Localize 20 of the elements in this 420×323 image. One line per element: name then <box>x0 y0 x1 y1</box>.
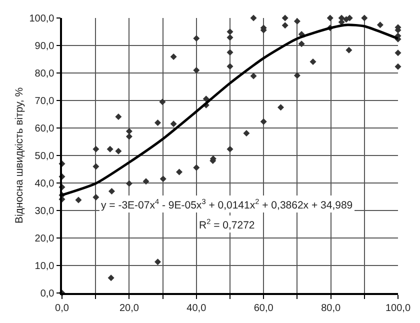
y-tick-label: 20,0 <box>34 234 55 244</box>
annotation: R$^{2}$ = 0,7272 <box>199 217 255 232</box>
x-tick-label: 80,0 <box>321 302 341 314</box>
y-tick-label: 10,0 <box>34 261 55 272</box>
y-tick-label: 70,0 <box>34 96 55 107</box>
y-axis-title: Відносна швидкість вітру, % <box>14 87 26 224</box>
x-tick-label: 40,0 <box>186 302 207 314</box>
y-tick-label: 30,0 <box>34 206 55 217</box>
y-tick-label: 90,0 <box>34 41 55 52</box>
annotation: y = -3E-07x$^{4}$ - 9E-05x$^{3}$ + 0,0141x$^{2}$ + 0,3862x + 34,989 <box>101 197 353 212</box>
y-tick-label: 50,0 <box>34 151 55 162</box>
y-tick-label: 40,0 <box>34 178 55 190</box>
y-tick-label: 60,0 <box>34 124 55 134</box>
y-tick-label: 0,0 <box>40 288 55 300</box>
y-tick-label: 100,0 <box>29 14 55 24</box>
x-tick-label: 20,0 <box>119 302 140 314</box>
x-tick-label: 100,0 <box>385 302 411 314</box>
x-tick-label: 60,0 <box>254 302 274 314</box>
x-tick-label: 0,0 <box>55 302 70 314</box>
y-tick-label: 80,0 <box>34 68 55 80</box>
